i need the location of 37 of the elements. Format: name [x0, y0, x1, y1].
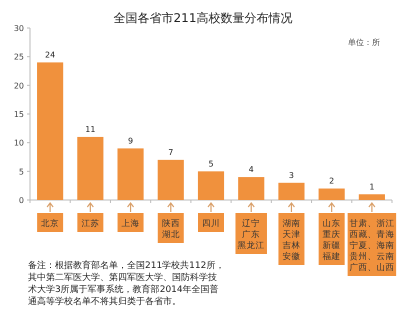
annotation: 单位：所 — [348, 38, 380, 47]
data-label: 2 — [329, 176, 334, 186]
y-tick-label: 10 — [14, 138, 24, 148]
bar — [278, 182, 305, 200]
data-label: 5 — [208, 159, 214, 168]
y-tick-label: 25 — [14, 52, 24, 62]
x-tick-label: 江苏 — [81, 218, 100, 229]
x-tick-label: 湖南天津吉林安徽 — [282, 218, 300, 262]
data-label: 9 — [128, 136, 134, 146]
bar — [238, 177, 264, 200]
y-tick-label: 0 — [18, 196, 24, 205]
y-tick-label: 15 — [14, 110, 24, 119]
bar — [77, 136, 104, 200]
x-tick-label: 陕西湖北 — [162, 218, 180, 240]
data-label: 3 — [288, 170, 294, 180]
x-tick-label: 辽宁广东黑龙江 — [238, 218, 265, 251]
x-tick-label: 上海 — [122, 218, 140, 229]
bar — [37, 62, 64, 200]
text: 备注：根据教育部名单，全国211学校共112所，其中第二军医大学、第四军医大学、国防科学技术大学3所属于军事系统，教育部2014年全国普通高等学校名单不将其归类于各省市。 — [28, 260, 224, 307]
bar — [358, 194, 385, 200]
bar — [318, 188, 345, 200]
bar — [198, 171, 224, 200]
y-tick-label: 20 — [14, 81, 24, 90]
data-label: 11 — [85, 124, 96, 134]
y-tick-label: 30 — [14, 24, 24, 33]
x-tick-label: 四川 — [202, 218, 220, 229]
x-tick-label: 北京 — [41, 218, 60, 229]
chart-title: 全国各省市211高校数量分布情况 — [114, 11, 292, 25]
y-tick-label: 5 — [18, 167, 24, 176]
x-tick-label: 甘肃、浙江西藏、青海宁夏、海南贵州、云南广西、山西 — [349, 218, 394, 273]
data-label: 24 — [45, 50, 56, 60]
bar — [158, 160, 184, 200]
data-label: 1 — [369, 182, 374, 192]
bar — [117, 148, 144, 200]
data-label: 4 — [248, 165, 254, 174]
data-label: 7 — [168, 148, 174, 157]
x-tick-label: 山东重庆新疆福建 — [322, 218, 341, 262]
